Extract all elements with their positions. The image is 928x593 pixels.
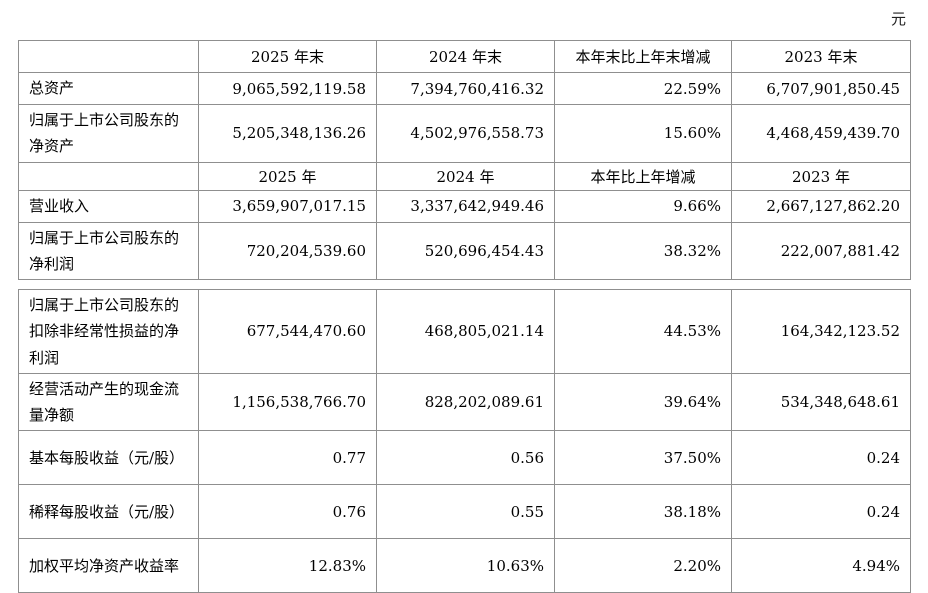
yearend-header-row: 2025 年末 2024 年末 本年末比上年末增减 2023 年末	[18, 40, 911, 73]
cell-change: 9.66%	[554, 189, 732, 223]
col-header-2024-year: 2024 年	[376, 161, 555, 191]
cell-change: 38.18%	[554, 484, 732, 540]
cell-2024: 828,202,089.61	[376, 372, 555, 432]
col-header-2025-yearend: 2025 年末	[198, 40, 377, 73]
table-row-net-profit: 归属于上市公司股东的净利润 720,204,539.60 520,696,454…	[18, 221, 911, 280]
cell-change: 38.32%	[554, 221, 732, 280]
cell-change: 37.50%	[554, 430, 732, 486]
cell-2025: 0.77	[198, 430, 377, 486]
table-row-basic-eps: 基本每股收益（元/股） 0.77 0.56 37.50% 0.24	[18, 430, 911, 486]
cell-2023: 6,707,901,850.45	[731, 72, 911, 105]
table-row-operating-cash-flow: 经营活动产生的现金流量净额 1,156,538,766.70 828,202,0…	[18, 372, 911, 432]
col-header-2025-year: 2025 年	[198, 161, 377, 191]
financial-summary-section: 2025 年末 2024 年末 本年末比上年末增减 2023 年末 总资产 9,…	[18, 40, 911, 593]
corner-cell	[18, 161, 199, 191]
table-row-diluted-eps: 稀释每股收益（元/股） 0.76 0.55 38.18% 0.24	[18, 484, 911, 540]
corner-cell	[18, 40, 199, 73]
row-label: 归属于上市公司股东的净资产	[18, 104, 199, 163]
cell-2023: 4.94%	[731, 538, 911, 593]
row-label: 总资产	[18, 72, 199, 105]
cell-2023: 4,468,459,439.70	[731, 104, 911, 163]
cell-2025: 3,659,907,017.15	[198, 189, 377, 223]
cell-change: 2.20%	[554, 538, 732, 593]
financial-summary-table-1: 2025 年末 2024 年末 本年末比上年末增减 2023 年末 总资产 9,…	[18, 40, 911, 280]
cell-2025: 9,065,592,119.58	[198, 72, 377, 105]
cell-change: 44.53%	[554, 289, 732, 374]
col-header-2023-yearend: 2023 年末	[731, 40, 911, 73]
cell-2023: 534,348,648.61	[731, 372, 911, 432]
col-header-2023-year: 2023 年	[731, 161, 911, 191]
cell-2025: 12.83%	[198, 538, 377, 593]
cell-change: 22.59%	[554, 72, 732, 105]
cell-2025: 720,204,539.60	[198, 221, 377, 280]
cell-2024: 7,394,760,416.32	[376, 72, 555, 105]
cell-2024: 468,805,021.14	[376, 289, 555, 374]
cell-2023: 0.24	[731, 430, 911, 486]
row-label: 稀释每股收益（元/股）	[18, 484, 199, 540]
cell-2024: 520,696,454.43	[376, 221, 555, 280]
cell-2025: 677,544,470.60	[198, 289, 377, 374]
table-row-weighted-avg-roe: 加权平均净资产收益率 12.83% 10.63% 2.20% 4.94%	[18, 538, 911, 593]
unit-label: 元	[890, 10, 906, 28]
row-label: 归属于上市公司股东的净利润	[18, 221, 199, 280]
cell-2023: 2,667,127,862.20	[731, 189, 911, 223]
row-label: 营业收入	[18, 189, 199, 223]
table-row-net-assets: 归属于上市公司股东的净资产 5,205,348,136.26 4,502,976…	[18, 104, 911, 163]
cell-2025: 1,156,538,766.70	[198, 372, 377, 432]
col-header-2024-yearend: 2024 年末	[376, 40, 555, 73]
cell-2023: 0.24	[731, 484, 911, 540]
year-header-row: 2025 年 2024 年 本年比上年增减 2023 年	[18, 161, 911, 191]
row-label: 加权平均净资产收益率	[18, 538, 199, 593]
cell-2024: 3,337,642,949.46	[376, 189, 555, 223]
cell-change: 15.60%	[554, 104, 732, 163]
cell-change: 39.64%	[554, 372, 732, 432]
table-row-deducted-net-profit: 归属于上市公司股东的扣除非经常性损益的净利润 677,544,470.60 46…	[18, 289, 911, 374]
row-label: 归属于上市公司股东的扣除非经常性损益的净利润	[18, 289, 199, 374]
cell-2025: 0.76	[198, 484, 377, 540]
table-row-operating-revenue: 营业收入 3,659,907,017.15 3,337,642,949.46 9…	[18, 189, 911, 223]
cell-2023: 222,007,881.42	[731, 221, 911, 280]
cell-2023: 164,342,123.52	[731, 289, 911, 374]
financial-summary-table-2: 归属于上市公司股东的扣除非经常性损益的净利润 677,544,470.60 46…	[18, 289, 911, 593]
row-label: 经营活动产生的现金流量净额	[18, 372, 199, 432]
cell-2024: 0.56	[376, 430, 555, 486]
cell-2025: 5,205,348,136.26	[198, 104, 377, 163]
col-header-year-change: 本年比上年增减	[554, 161, 732, 191]
cell-2024: 0.55	[376, 484, 555, 540]
row-label: 基本每股收益（元/股）	[18, 430, 199, 486]
table-row-total-assets: 总资产 9,065,592,119.58 7,394,760,416.32 22…	[18, 72, 911, 105]
cell-2024: 4,502,976,558.73	[376, 104, 555, 163]
col-header-yearend-change: 本年末比上年末增减	[554, 40, 732, 73]
cell-2024: 10.63%	[376, 538, 555, 593]
